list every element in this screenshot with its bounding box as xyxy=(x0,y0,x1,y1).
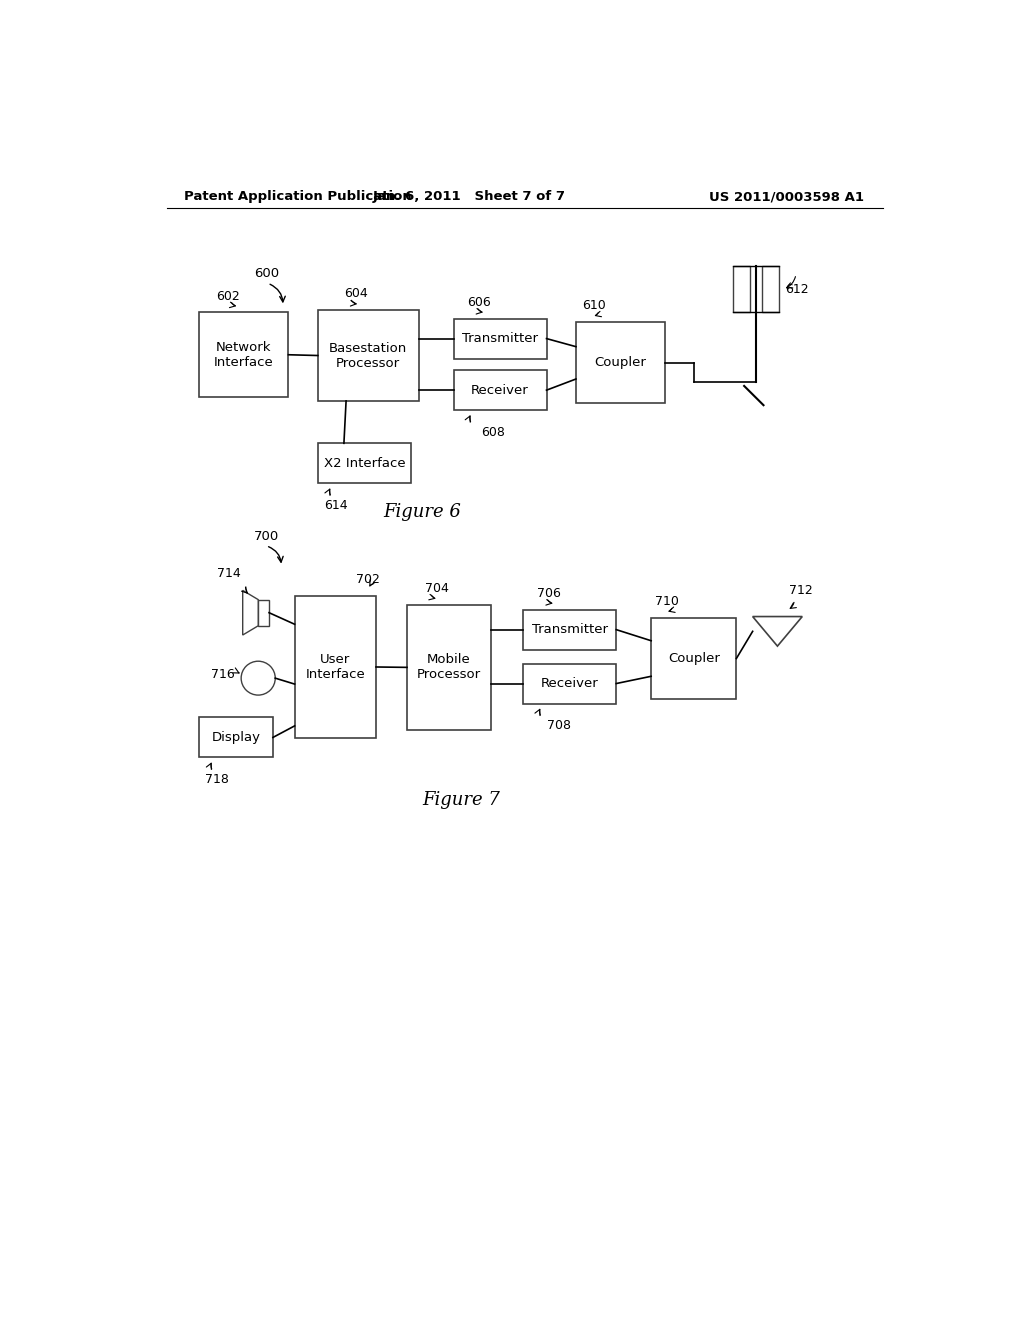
Text: 714: 714 xyxy=(217,568,241,581)
Text: Coupler: Coupler xyxy=(595,356,646,370)
Text: 612: 612 xyxy=(785,282,809,296)
Text: 700: 700 xyxy=(254,531,280,544)
Text: 610: 610 xyxy=(583,300,606,313)
Bar xyxy=(732,267,750,313)
Text: 710: 710 xyxy=(655,595,679,609)
Text: Network
Interface: Network Interface xyxy=(214,341,273,368)
Text: 702: 702 xyxy=(356,573,380,586)
Bar xyxy=(523,610,616,649)
Text: 708: 708 xyxy=(547,719,570,733)
Circle shape xyxy=(241,661,275,696)
Bar xyxy=(317,310,419,401)
Text: Figure 7: Figure 7 xyxy=(422,792,500,809)
Bar xyxy=(200,718,273,758)
Text: 604: 604 xyxy=(344,286,369,300)
Text: 704: 704 xyxy=(425,582,449,595)
Text: 712: 712 xyxy=(790,585,813,598)
Bar xyxy=(258,599,269,626)
Text: 602: 602 xyxy=(216,290,240,304)
Text: Coupler: Coupler xyxy=(668,652,720,665)
Bar xyxy=(454,318,547,359)
Text: Basestation
Processor: Basestation Processor xyxy=(329,342,408,370)
Polygon shape xyxy=(243,590,258,635)
Text: Transmitter: Transmitter xyxy=(531,623,608,636)
Text: Transmitter: Transmitter xyxy=(462,333,538,345)
Text: Receiver: Receiver xyxy=(541,677,599,690)
Text: 608: 608 xyxy=(481,425,505,438)
Bar xyxy=(295,595,376,738)
Bar xyxy=(651,618,736,700)
Text: Display: Display xyxy=(212,731,261,744)
Text: Mobile
Processor: Mobile Processor xyxy=(417,653,481,681)
Text: X2 Interface: X2 Interface xyxy=(324,457,406,470)
Bar xyxy=(407,605,490,730)
Text: Receiver: Receiver xyxy=(471,384,528,397)
Text: User
Interface: User Interface xyxy=(305,653,366,681)
Text: Figure 6: Figure 6 xyxy=(384,503,462,521)
Text: 716: 716 xyxy=(211,668,234,681)
Text: 718: 718 xyxy=(206,774,229,785)
Text: 614: 614 xyxy=(324,499,348,512)
Text: Jan. 6, 2011   Sheet 7 of 7: Jan. 6, 2011 Sheet 7 of 7 xyxy=(373,190,565,203)
Bar xyxy=(454,370,547,411)
Polygon shape xyxy=(753,616,802,645)
Bar xyxy=(762,267,779,313)
Text: US 2011/0003598 A1: US 2011/0003598 A1 xyxy=(710,190,864,203)
Bar xyxy=(317,444,411,483)
Bar xyxy=(200,313,289,397)
Bar xyxy=(523,664,616,704)
Text: Patent Application Publication: Patent Application Publication xyxy=(183,190,412,203)
Text: 706: 706 xyxy=(537,586,560,599)
Text: 606: 606 xyxy=(467,296,490,309)
Text: 600: 600 xyxy=(254,267,280,280)
Bar xyxy=(575,322,665,404)
